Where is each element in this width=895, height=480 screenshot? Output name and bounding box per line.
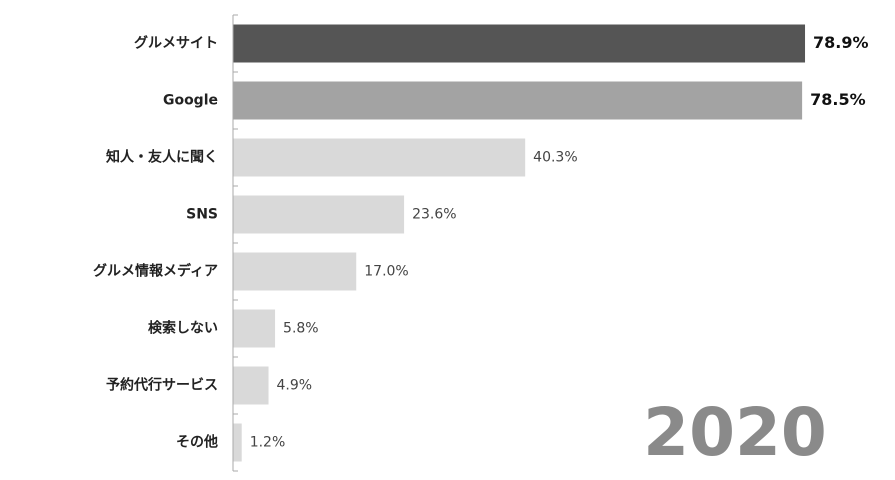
category-label: 検索しない: [148, 320, 218, 337]
value-label: 17.0%: [364, 264, 408, 280]
value-label: 1.2%: [250, 435, 286, 451]
bar: [233, 138, 526, 177]
category-label: グルメ情報メディア: [93, 263, 218, 280]
bar: [233, 309, 276, 348]
bar: [233, 81, 803, 120]
category-label: SNS: [186, 207, 218, 223]
category-label: 知人・友人に聞く: [106, 149, 218, 166]
value-label: 5.8%: [283, 321, 319, 337]
category-label: 予約代行サービス: [106, 377, 218, 394]
category-label: Google: [163, 93, 218, 109]
bar: [233, 24, 806, 63]
bar: [233, 252, 357, 291]
value-label: 40.3%: [533, 150, 577, 166]
category-label: その他: [176, 434, 218, 451]
bar: [233, 195, 405, 234]
year-annotation: 2020: [643, 394, 827, 471]
bar: [233, 366, 269, 405]
value-label: 4.9%: [277, 378, 313, 394]
bar: [233, 423, 242, 462]
value-label: 78.9%: [813, 33, 869, 52]
value-label: 78.5%: [810, 90, 866, 109]
category-label: グルメサイト: [134, 35, 218, 52]
value-label: 23.6%: [412, 207, 456, 223]
